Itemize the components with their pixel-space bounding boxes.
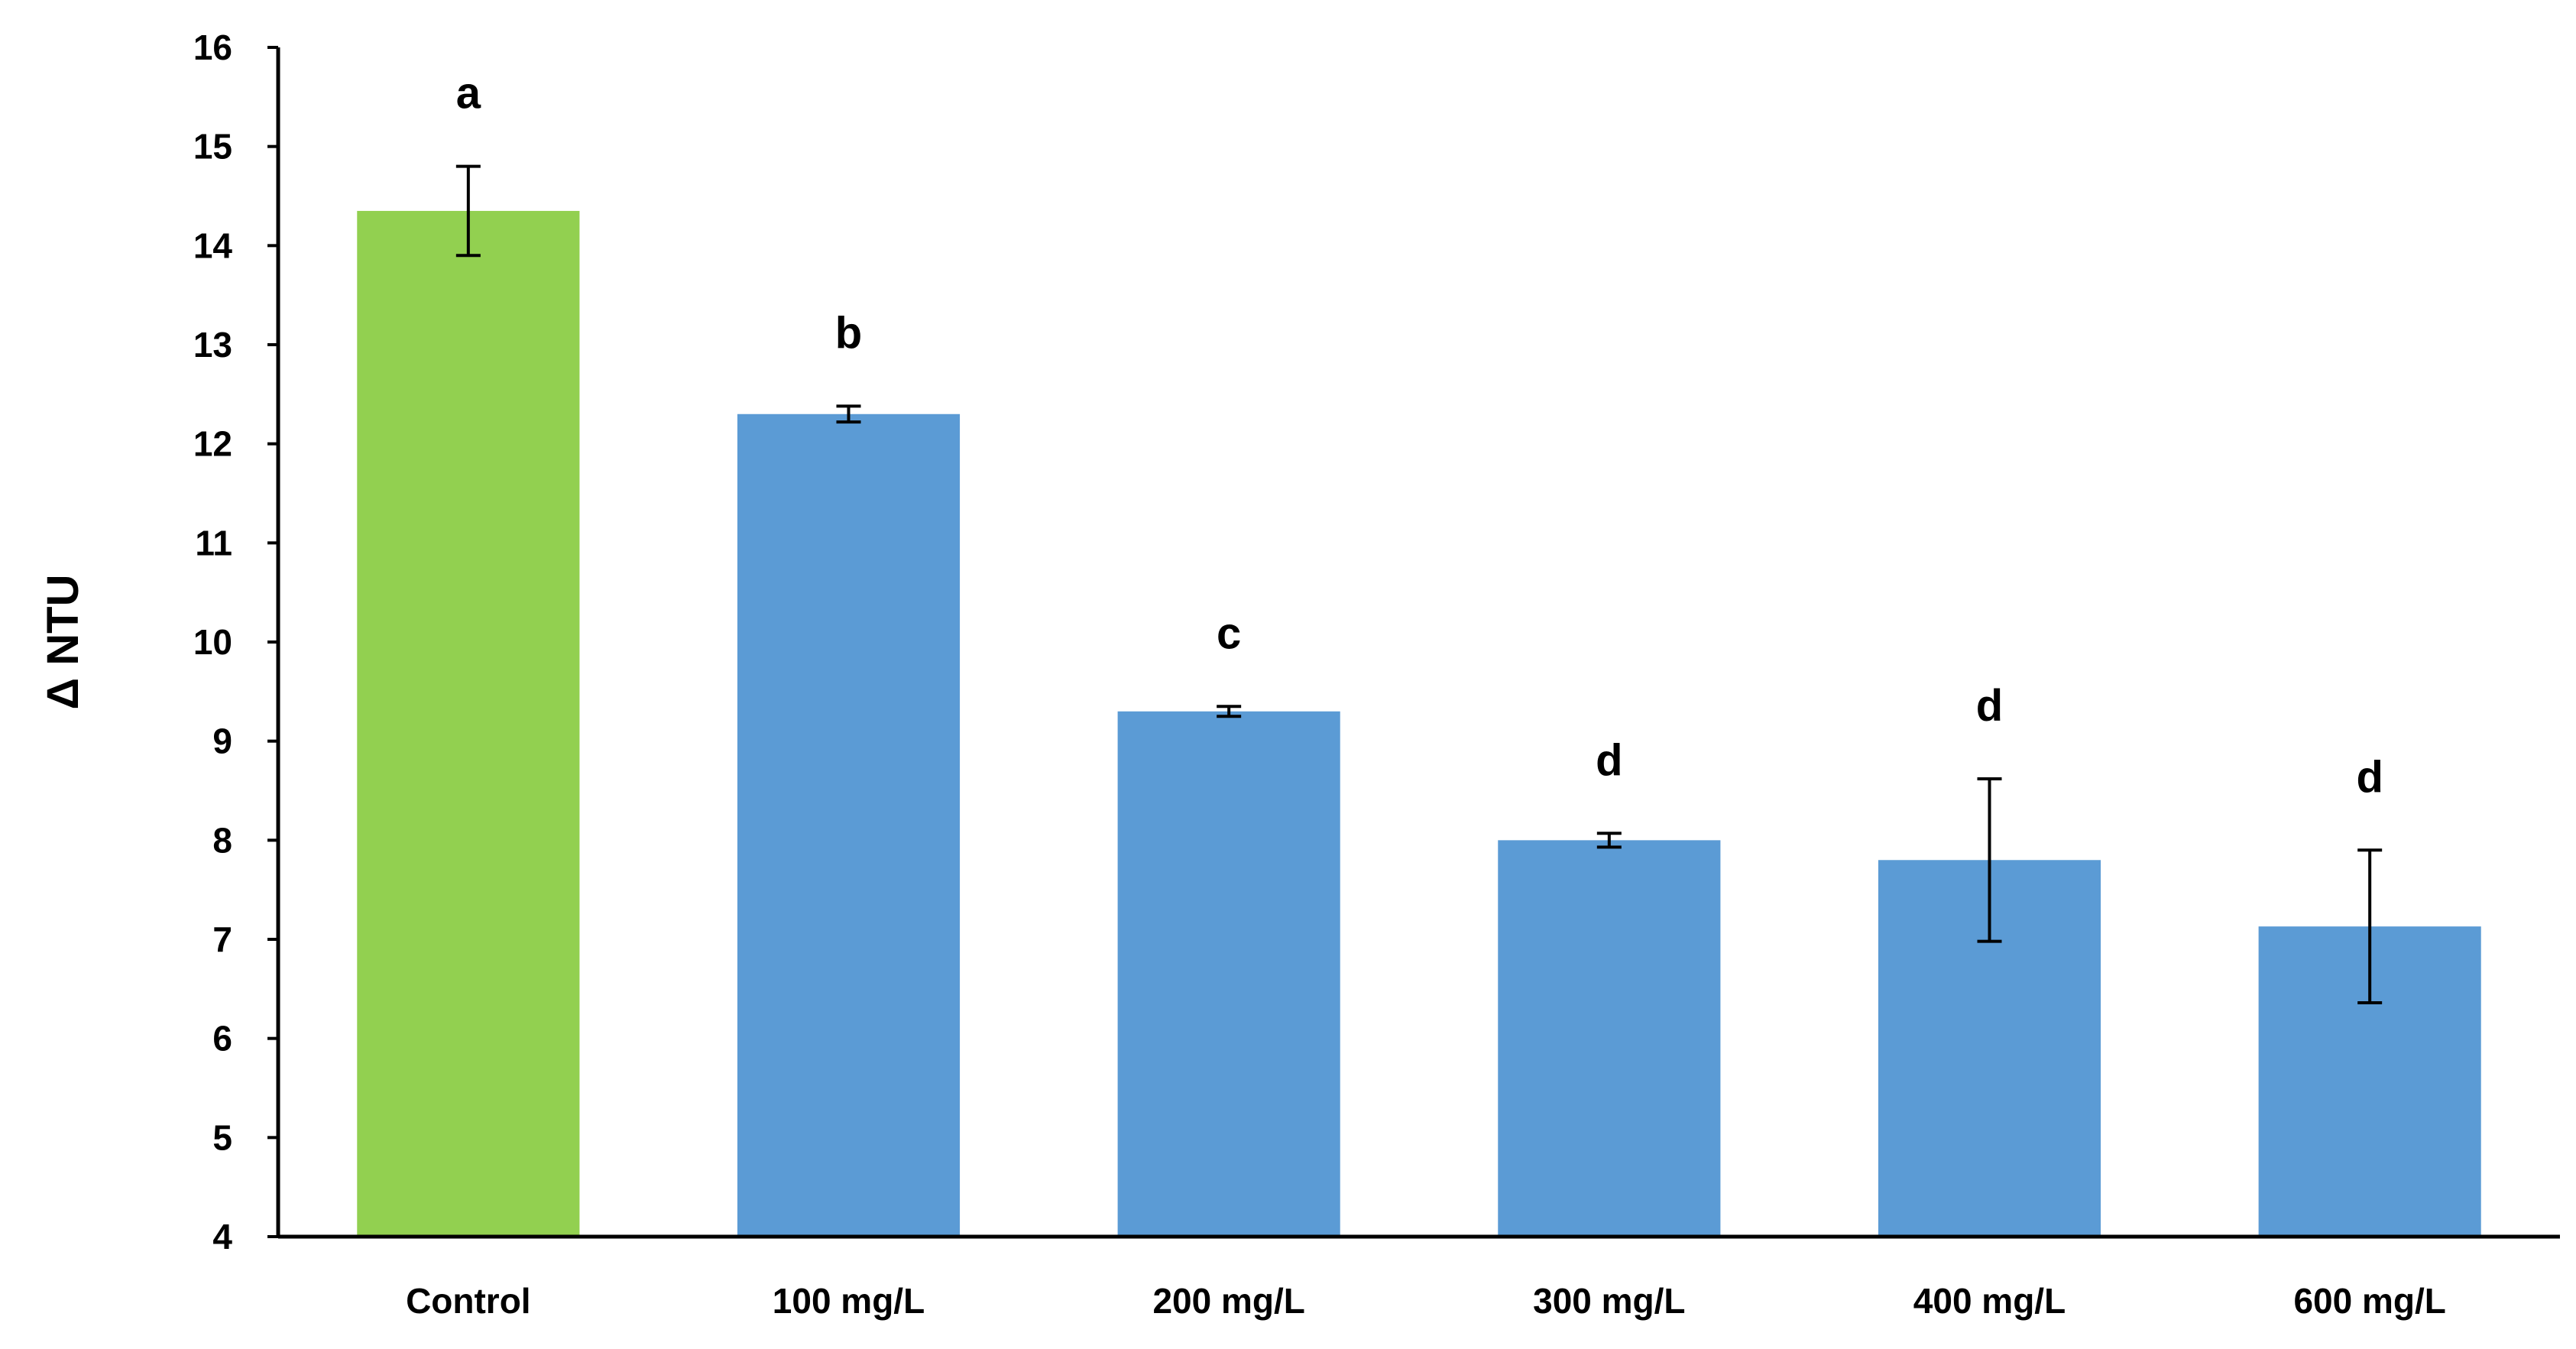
x-category-label: 100 mg/L — [773, 1281, 925, 1321]
significance-letter: d — [1976, 681, 2003, 731]
y-tick-label: 8 — [212, 820, 232, 860]
x-category-labels: Control 100 mg/L 200 mg/L 300 mg/L 400 mg/L 6… — [406, 1281, 2446, 1321]
x-category-label: 600 mg/L — [2293, 1281, 2445, 1321]
x-category-label: 300 mg/L — [1533, 1281, 1685, 1321]
y-tick-label: 6 — [212, 1019, 232, 1059]
y-tick-label: 4 — [212, 1217, 232, 1257]
y-tick-label: 14 — [193, 225, 233, 265]
bar-100-mg-l — [737, 413, 961, 1237]
significance-letter: c — [1217, 608, 1241, 658]
bar-300-mg-l — [1498, 840, 1721, 1237]
y-tick-label: 7 — [212, 919, 232, 959]
y-tick-label: 16 — [193, 28, 232, 67]
significance-letter: d — [2356, 752, 2383, 802]
y-tick-label: 10 — [193, 622, 232, 662]
significance-letter: a — [456, 69, 481, 118]
x-category-label: 400 mg/L — [1913, 1281, 2066, 1321]
significance-letter: b — [835, 308, 862, 358]
x-category-label: 200 mg/L — [1152, 1281, 1304, 1321]
y-tick-label: 15 — [193, 127, 232, 167]
y-axis-title: Δ NTU — [38, 574, 88, 709]
error-bars-layer — [455, 164, 2383, 1004]
bars-layer — [357, 210, 2481, 1237]
bar-200-mg-l — [1117, 711, 1340, 1237]
x-category-label: Control — [406, 1281, 531, 1321]
axes-layer — [276, 47, 2560, 1239]
y-tick-label: 9 — [212, 722, 232, 761]
y-tick-label: 11 — [195, 523, 232, 563]
y-tick-label: 12 — [193, 424, 232, 464]
bar-control — [357, 210, 580, 1237]
y-tick-labels: 4 5 6 7 8 9 10 11 12 13 14 15 16 — [193, 28, 278, 1257]
significance-labels: a b c d d d — [456, 69, 2383, 803]
y-tick-label: 13 — [193, 325, 232, 365]
significance-letter: d — [1596, 735, 1622, 785]
y-tick-label: 5 — [212, 1117, 232, 1157]
